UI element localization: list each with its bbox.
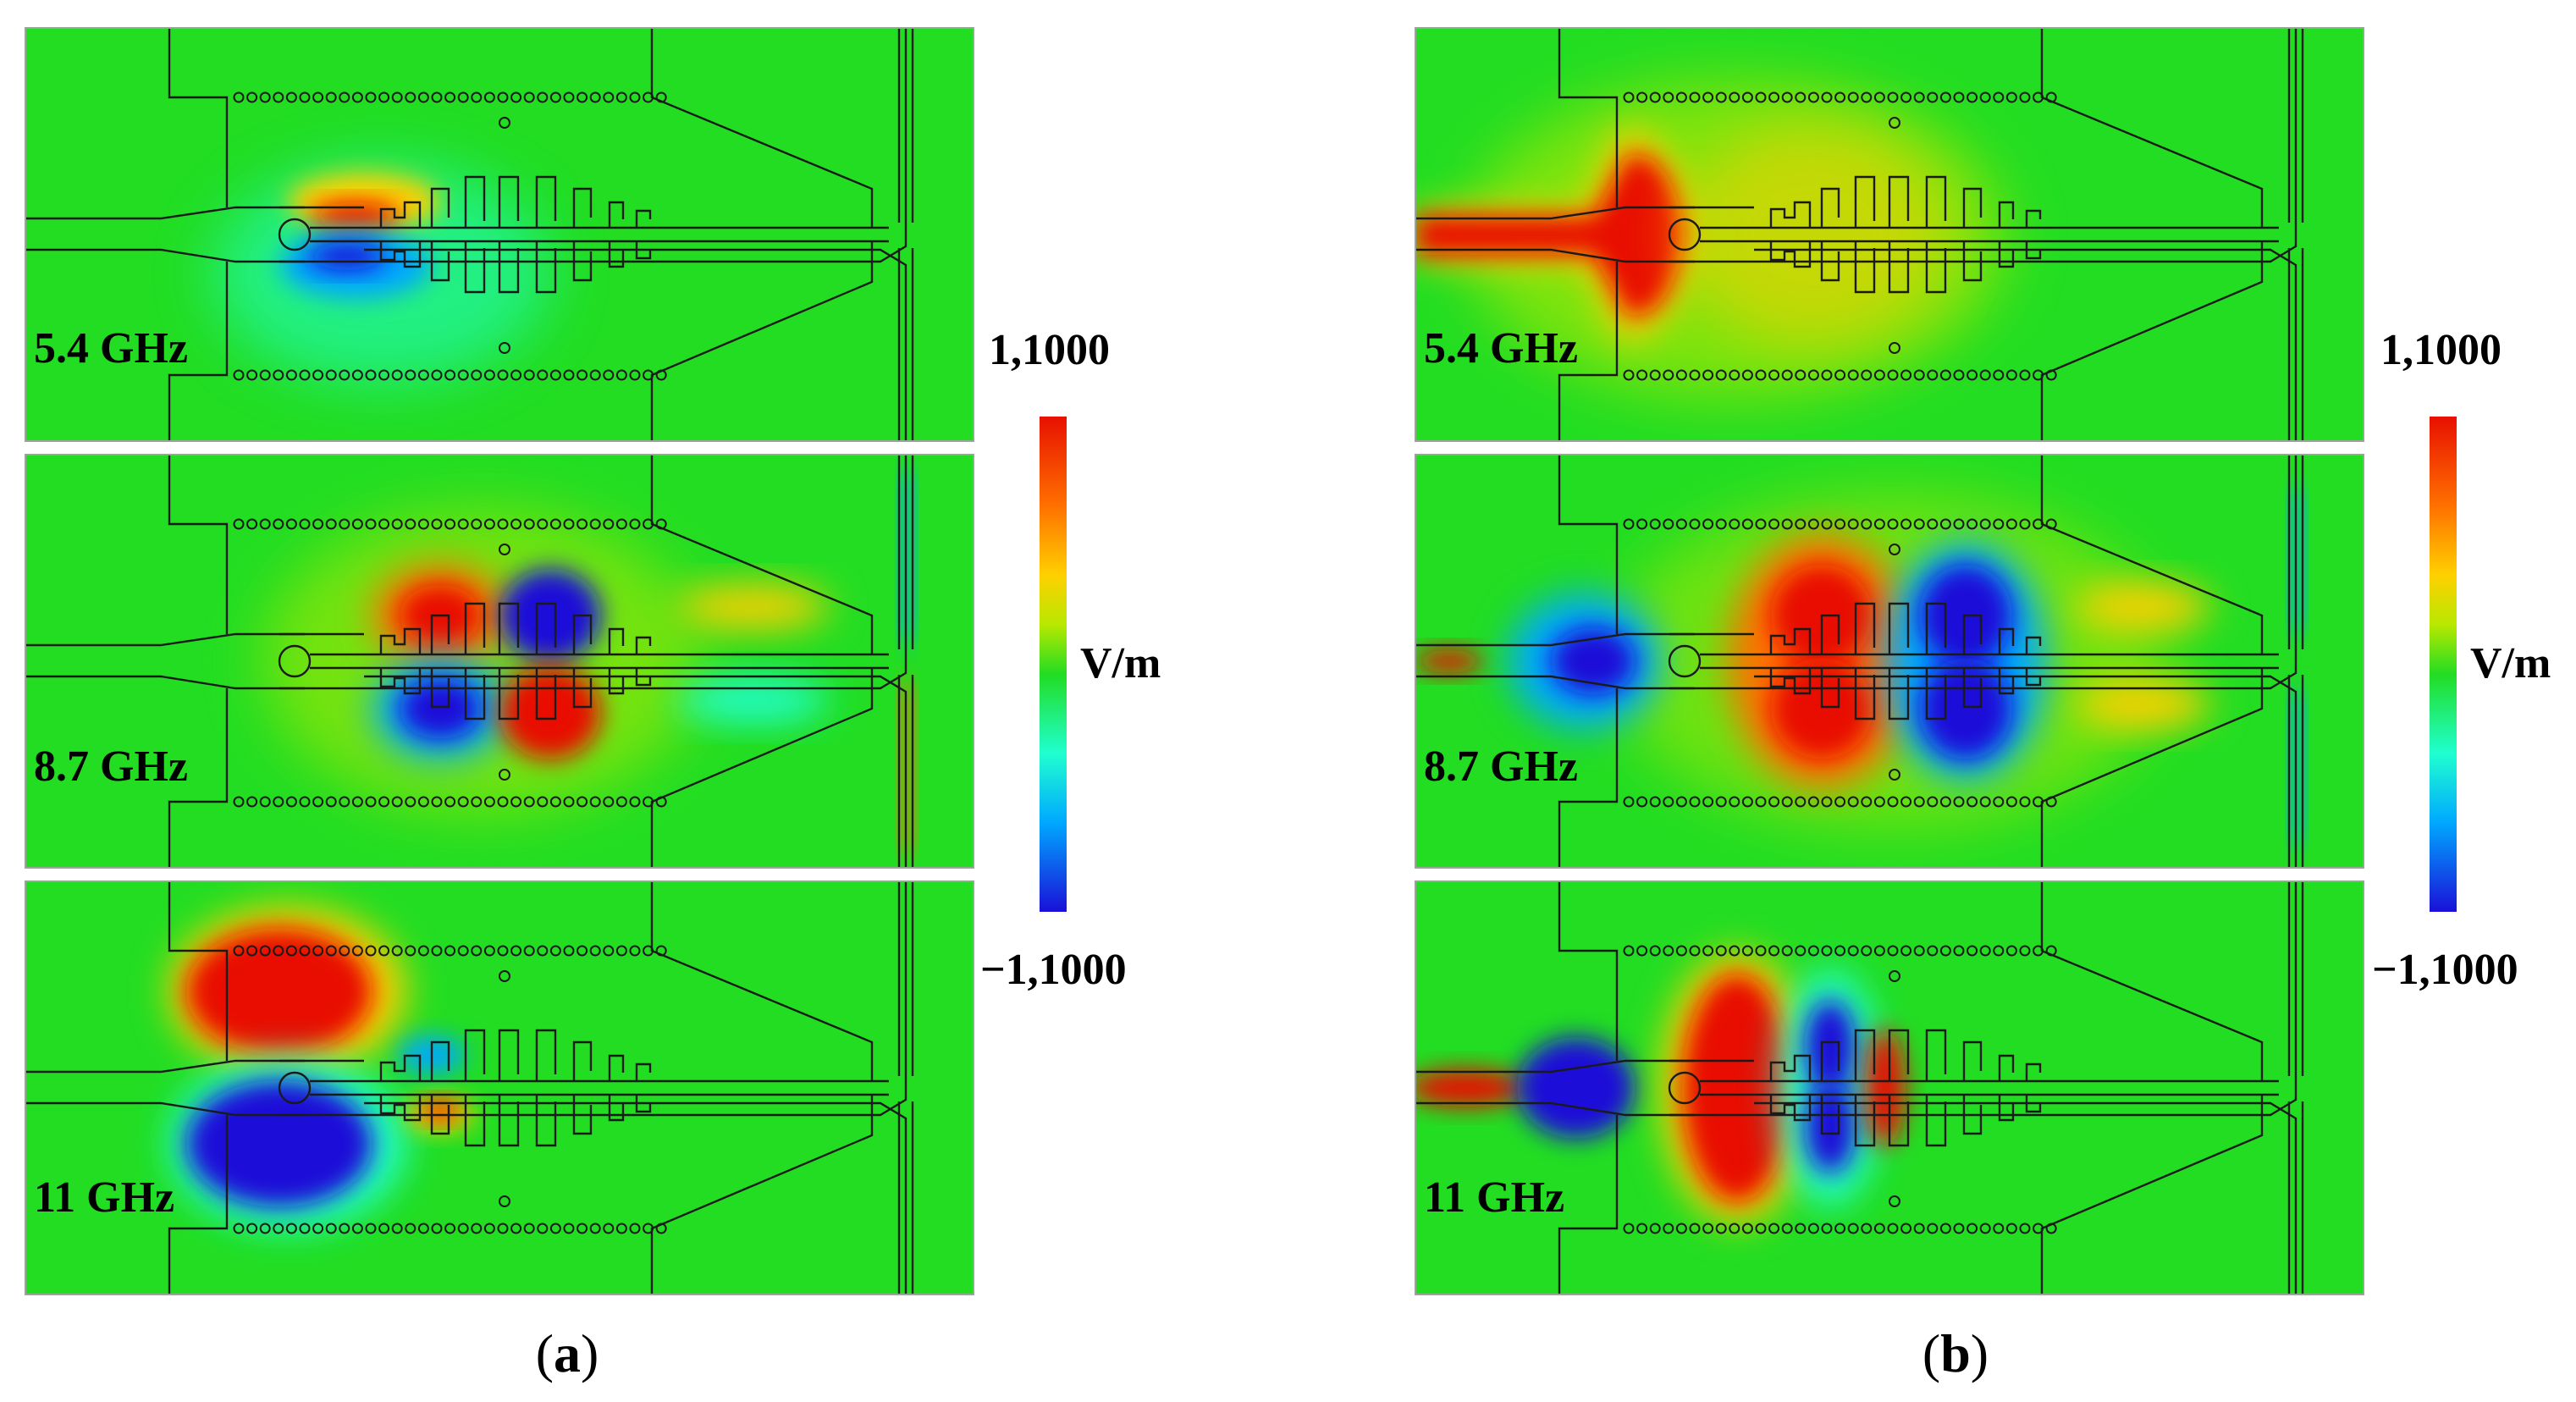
- colorbar-min-label: −1,1000: [2372, 946, 2518, 994]
- frequency-label: 8.7 GHz: [34, 742, 188, 791]
- frequency-label: 11 GHz: [1424, 1173, 1564, 1222]
- colorbar-b: 1,1000 V/m −1,1000: [2372, 326, 2551, 994]
- colorbar-max-label: 1,1000: [989, 326, 1110, 374]
- colorbar-a: 1,1000 V/m −1,1000: [980, 326, 1161, 994]
- colorbar-unit-label: V/m: [2470, 639, 2551, 687]
- field-hotspots: [1415, 79, 2008, 400]
- panel-b-row-2: 8.7 GHz: [1415, 454, 2364, 869]
- colorbar-gradient: [2430, 417, 2457, 912]
- field-hotspots: [1415, 488, 2303, 844]
- frequency-label: 11 GHz: [34, 1173, 174, 1222]
- colorbar-min-label: −1,1000: [980, 946, 1127, 994]
- panel-b-row-3: 11 GHz: [1415, 880, 2364, 1295]
- panel-b: 5.4 GHz: [1415, 27, 2551, 1383]
- caption-b: (b): [1922, 1323, 1989, 1383]
- frequency-label: 5.4 GHz: [34, 324, 188, 373]
- panel-b-row-1: 5.4 GHz: [1415, 27, 2364, 442]
- field-hotspots: [1415, 952, 1906, 1223]
- colorbar-gradient: [1040, 417, 1067, 912]
- frequency-label: 8.7 GHz: [1424, 742, 1578, 791]
- caption-a: (a): [536, 1323, 599, 1383]
- colorbar-max-label: 1,1000: [2380, 326, 2502, 374]
- panel-a-row-2: 8.7 GHz: [25, 454, 974, 869]
- panel-a: 5.4 GHz: [25, 27, 1161, 1383]
- panel-a-row-1: 5.4 GHz: [25, 27, 974, 442]
- frequency-label: 5.4 GHz: [1424, 324, 1578, 373]
- panel-a-row-3: 11 GHz: [25, 880, 974, 1295]
- colorbar-unit-label: V/m: [1080, 639, 1161, 687]
